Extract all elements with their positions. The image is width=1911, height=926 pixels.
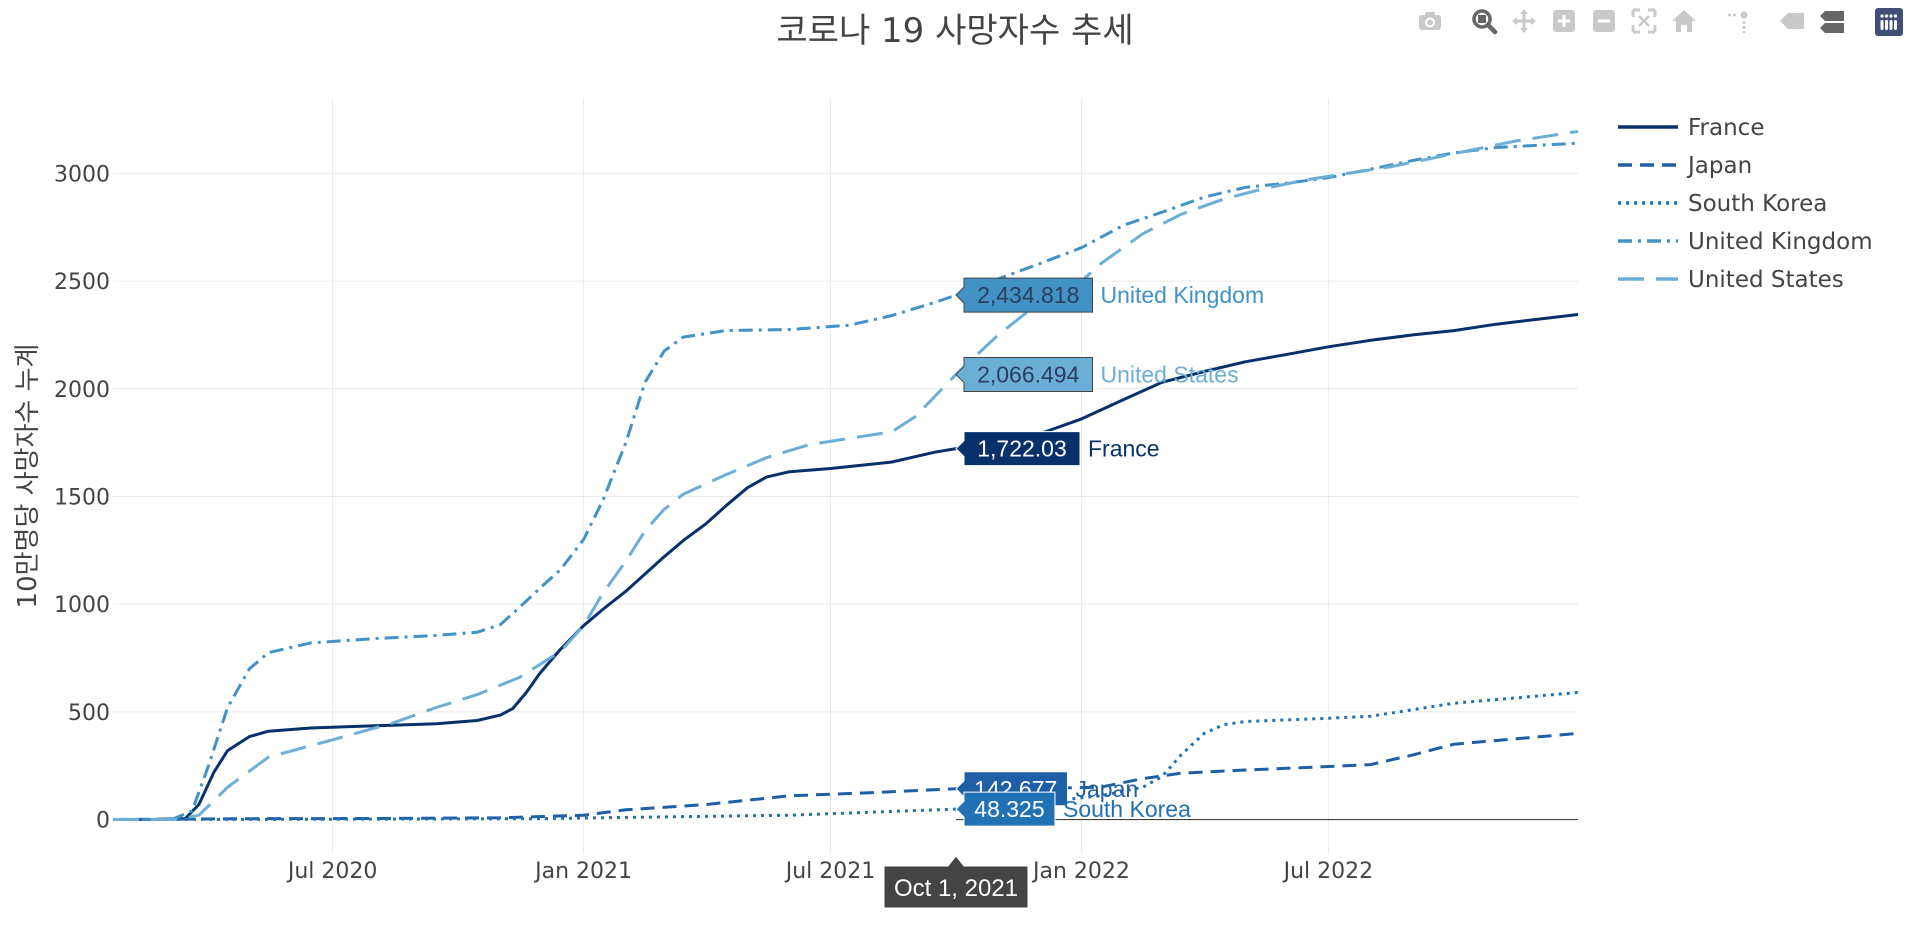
legend-label: France [1688,115,1764,141]
hover-label-name: South Korea [1063,796,1191,822]
pan-icon[interactable] [1505,4,1545,40]
legend[interactable]: France Japan South Korea United Kingdom Unit… [1618,115,1873,293]
legend-item-japan[interactable]: Japan [1618,153,1752,179]
x-tick-label: Jul 2022 [1282,859,1374,884]
series-line-france[interactable] [113,313,1579,821]
home-icon[interactable] [1665,4,1705,40]
hover-label-name: United States [1100,361,1238,387]
legend-label: Japan [1686,153,1752,179]
hover-label-name: United Kingdom [1100,282,1264,308]
legend-item-south-korea[interactable]: South Korea [1618,191,1827,217]
hover-label-box [955,356,1093,392]
y-tick-label: 0 [96,809,110,834]
x-axis: Jul 2020 Jan 2021 Jul 2021 Jan 2022 Jul 2022 [286,859,1373,884]
hover-date-label: Oct 1, 2021 [883,855,1029,909]
zoom-icon[interactable] [1465,4,1505,40]
y-tick-label: 3000 [54,162,110,187]
y-axis-title: 10만명당 사망자수 누계 [13,344,43,609]
y-tick-label: 1500 [54,485,110,510]
hover-label-south-korea: 48.325 South Korea [955,791,1191,827]
series-line-south-korea[interactable] [112,691,1579,821]
spike-icon[interactable] [1719,4,1759,40]
hover-labels: 2,434.818 United Kingdom 2,066.494 United S… [883,277,1264,909]
hover-label-united-kingdom: 2,434.818 United Kingdom [955,277,1264,313]
legend-label: South Korea [1688,191,1827,217]
modebar [1311,4,1911,40]
legend-item-united-kingdom[interactable]: United Kingdom [1618,229,1873,255]
hover-label-name: Japan [1075,776,1138,802]
hover-label-box [955,277,1093,313]
hover-label-name: France [1088,436,1160,462]
zoom-in-icon[interactable] [1545,4,1585,40]
y-axis: 0 500 1000 1500 2000 2500 3000 [54,162,110,833]
grid [113,98,1578,854]
legend-label: United Kingdom [1688,229,1873,255]
hover-label-box [955,431,1081,467]
hover-date-text: Oct 1, 2021 [894,875,1018,902]
hover-label-value: 48.325 [974,796,1044,822]
chart-title: 코로나 19 사망자수 추세 [776,11,1133,51]
autoscale-icon[interactable] [1625,4,1665,40]
legend-label: United States [1688,267,1844,293]
hover-label-united-states: 2,066.494 United States [955,356,1239,392]
y-tick-label: 2000 [54,378,110,403]
y-tick-label: 2500 [54,270,110,295]
plotly-logo-icon[interactable] [1867,4,1911,40]
hover-closest-icon[interactable] [1773,4,1813,40]
hover-label-value: 2,434.818 [977,282,1079,308]
series-line-united-kingdom[interactable] [113,141,1579,821]
series-line-united-states[interactable] [113,129,1579,821]
hover-date-box [883,855,1029,909]
legend-item-united-states[interactable]: United States [1618,267,1844,293]
hover-label-value: 2,066.494 [977,361,1080,387]
hover-label-box [955,791,1056,827]
y-tick-label: 1000 [54,593,110,618]
hover-label-value: 1,722.03 [977,436,1067,462]
hover-compare-icon[interactable] [1813,4,1853,40]
camera-icon[interactable] [1411,4,1451,40]
legend-item-france[interactable]: France [1618,115,1764,141]
zoom-out-icon[interactable] [1585,4,1625,40]
x-tick-label: Jan 2021 [533,859,632,884]
x-tick-label: Jul 2020 [286,859,378,884]
y-tick-label: 500 [68,701,110,726]
x-tick-label: Jul 2021 [784,859,876,884]
hover-label-france: 1,722.03 France [955,431,1160,467]
x-tick-label: Jan 2022 [1031,859,1130,884]
